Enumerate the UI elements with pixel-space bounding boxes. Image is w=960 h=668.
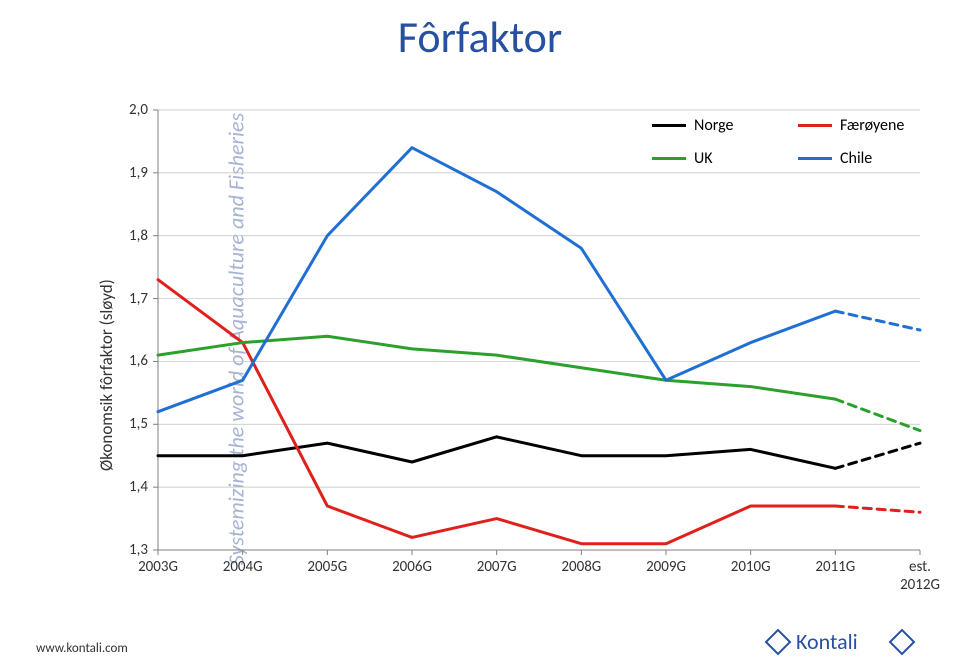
x-tick-label: 2007G [469, 558, 525, 576]
y-tick-label: 1,8 [118, 227, 148, 245]
legend: Norge Færøyene UK Chile [652, 116, 916, 182]
x-tick-label: 2008G [553, 558, 609, 576]
legend-swatch [798, 124, 832, 127]
legend-swatch [652, 124, 686, 127]
footer-url: www.kontali.com [36, 641, 128, 656]
x-tick-label: 2003G [130, 558, 186, 576]
y-tick-label: 1,5 [118, 415, 148, 433]
legend-label: UK [694, 149, 713, 168]
x-tick-label: 2006G [384, 558, 440, 576]
feed-factor-chart: 1,3 1,4 1,5 1,6 1,7 1,8 1,9 2,0 2003G 2004G 2005G 2… [100, 100, 930, 610]
legend-label: Færøyene [840, 116, 904, 135]
x-tick-label: 2011G [807, 558, 863, 576]
x-tick-label: 2004G [215, 558, 271, 576]
legend-label: Chile [840, 149, 872, 168]
y-tick-label: 1,3 [118, 541, 148, 559]
legend-swatch [652, 157, 686, 160]
legend-swatch [798, 157, 832, 160]
y-tick-label: 1,9 [118, 164, 148, 182]
y-tick-label: 2,0 [118, 101, 148, 119]
page-title: Fôrfaktor [0, 10, 960, 64]
y-axis-title: Økonomsik fôrfaktor (sløyd) [96, 279, 117, 471]
y-tick-label: 1,7 [118, 290, 148, 308]
y-tick-label: 1,4 [118, 478, 148, 496]
x-tick-label: 2010G [723, 558, 779, 576]
legend-item: UK [652, 149, 770, 168]
footer-logo: Kontali [764, 624, 924, 660]
x-tick-label: 2009G [638, 558, 694, 576]
legend-item: Chile [798, 149, 916, 168]
legend-item: Færøyene [798, 116, 916, 135]
legend-item: Norge [652, 116, 770, 135]
legend-label: Norge [694, 116, 733, 135]
y-tick-label: 1,6 [118, 352, 148, 370]
footer-logo-text: Kontali [796, 628, 858, 655]
x-tick-label: 2005G [299, 558, 355, 576]
x-tick-label: est. 2012G [892, 558, 948, 594]
